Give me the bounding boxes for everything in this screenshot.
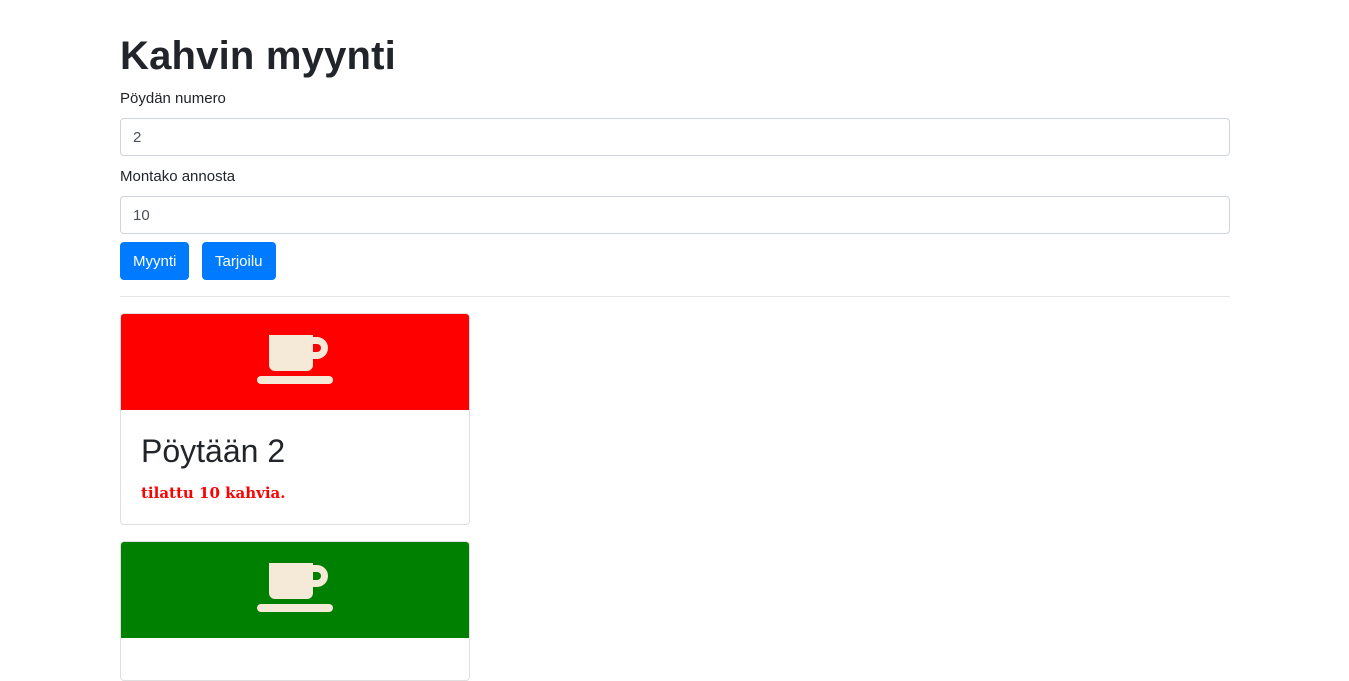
table-number-label: Pöydän numero	[120, 90, 226, 107]
order-card: Pöytään 2 tilattu 10 kahvia.	[120, 313, 470, 525]
table-number-input[interactable]	[120, 118, 1230, 156]
divider	[120, 296, 1230, 297]
order-card-body: Pöytään 2 tilattu 10 kahvia.	[121, 410, 469, 502]
sell-button[interactable]: Myynti	[120, 242, 190, 280]
order-card-banner	[121, 542, 469, 638]
coffee-cup-icon	[255, 558, 335, 623]
serve-button[interactable]: Tarjoilu	[202, 242, 276, 280]
order-card-text: tilattu 10 kahvia.	[141, 484, 286, 502]
coffee-cup-icon	[255, 330, 335, 395]
portion-count-input[interactable]	[120, 196, 1230, 234]
page-title: Kahvin myynti	[120, 34, 396, 78]
order-card	[120, 541, 470, 681]
order-card-banner	[121, 314, 469, 410]
order-card-title: Pöytään 2	[141, 433, 286, 469]
portion-count-label: Montako annosta	[120, 168, 236, 185]
